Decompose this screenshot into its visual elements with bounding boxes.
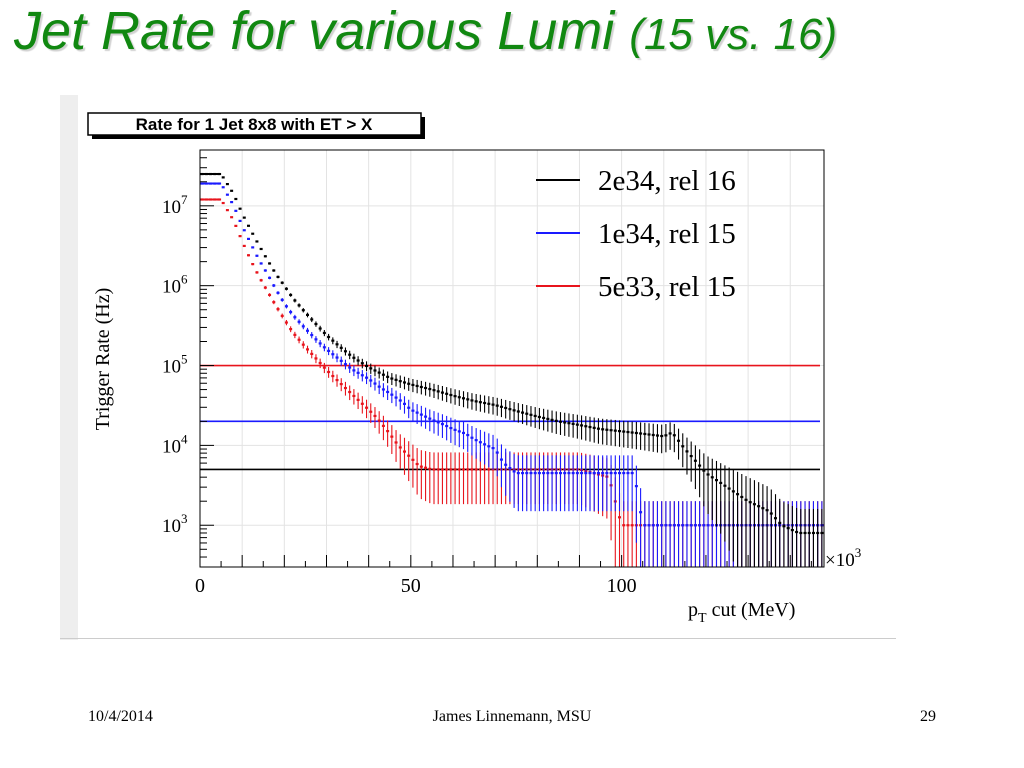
series-1 <box>200 182 824 567</box>
footer-author: James Linnemann, MSU <box>432 708 592 725</box>
chart-title-frame <box>87 112 422 136</box>
figure-bottom-line <box>60 638 896 639</box>
slide-title: Jet Rate for various Lumi (15 vs. 16) <box>14 0 837 62</box>
x-axis-multiplier: ×103 <box>825 545 861 571</box>
x-axis-multiplier-exp: 3 <box>855 545 862 560</box>
plot-frame <box>199 149 825 568</box>
y-axis-label: Trigger Rate (Hz) <box>92 288 114 431</box>
y-tick-label-exp: 7 <box>181 192 188 207</box>
chart-title-box: Rate for 1 Jet 8x8 with ET > X <box>87 112 425 139</box>
series-layer <box>200 172 824 567</box>
legend-label-2: 5e33, rel 15 <box>598 271 736 303</box>
y-tick-label-base: 10 <box>162 357 181 378</box>
figure-left-strip <box>60 95 78 640</box>
slide-title-main: Jet Rate for various Lumi <box>14 1 615 61</box>
y-tick-label-base: 10 <box>162 436 181 457</box>
y-tick-label: 104 <box>162 431 188 457</box>
y-tick-label-exp: 5 <box>181 352 188 367</box>
y-tick-label-base: 10 <box>162 197 181 218</box>
footer-date: 10/4/2014 <box>88 708 153 725</box>
x-axis-label: pT cut (MeV) <box>688 599 795 626</box>
x-axis-multiplier-base: ×10 <box>825 550 855 571</box>
y-tick-label: 105 <box>162 352 188 378</box>
x-tick-label: 0 <box>195 575 205 597</box>
x-axis-label-p: p <box>688 599 698 621</box>
figure-background <box>60 95 896 640</box>
y-tick-label: 107 <box>162 192 188 218</box>
series-0 <box>200 172 824 567</box>
y-tick-label: 103 <box>162 511 188 537</box>
y-tick-label: 106 <box>162 272 188 298</box>
x-tick-label: 100 <box>607 575 637 597</box>
y-tick-label-exp: 4 <box>181 431 188 446</box>
chart-title: Rate for 1 Jet 8x8 with ET > X <box>136 115 373 134</box>
legend-label-0: 2e34, rel 16 <box>598 165 736 197</box>
grid-layer <box>200 150 824 567</box>
y-tick-label-exp: 6 <box>181 272 188 287</box>
x-axis-label-sub: T <box>698 611 707 626</box>
chart-svg: Rate for 1 Jet 8x8 with ET > X 0 50 100103… <box>60 95 896 640</box>
page-number: 29 <box>920 708 936 725</box>
legend-label-1: 1e34, rel 15 <box>598 218 736 250</box>
chart-figure: Rate for 1 Jet 8x8 with ET > X 0 50 100 103… <box>60 95 896 640</box>
y-tick-label-base: 10 <box>162 516 181 537</box>
y-tick-label-exp: 3 <box>181 511 188 526</box>
x-axis-label-rest: cut (MeV) <box>707 599 796 621</box>
slide-title-sub: (15 vs. 16) <box>629 10 838 59</box>
x-tick-label: 50 <box>401 575 421 597</box>
y-tick-label-base: 10 <box>162 277 181 298</box>
legend: 2e34, rel 16 1e34, rel 15 5e33, rel 15 <box>536 165 736 303</box>
